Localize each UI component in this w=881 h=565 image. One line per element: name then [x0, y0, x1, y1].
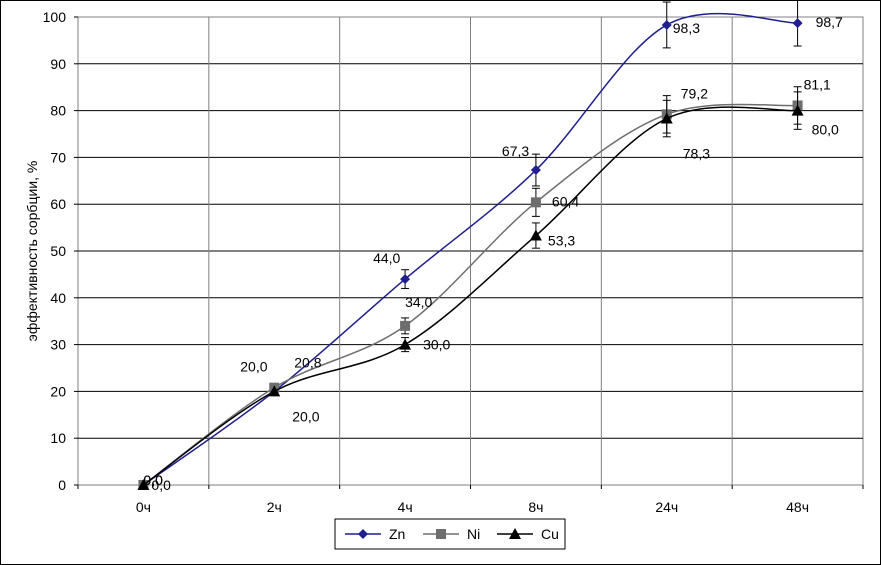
data-label: 60,4 [552, 193, 579, 209]
y-tick-label: 80 [50, 103, 66, 119]
grid-lines [78, 17, 863, 485]
data-label: 98,7 [816, 14, 843, 30]
data-label: 20,0 [240, 358, 267, 374]
data-point [268, 385, 281, 397]
data-point [530, 165, 541, 176]
data-label: 80,0 [812, 122, 839, 138]
data-label: 67,3 [502, 143, 529, 159]
data-point [529, 229, 542, 241]
data-point [660, 112, 673, 124]
data-label: 34,0 [405, 294, 432, 310]
y-tick-label: 90 [50, 56, 66, 72]
legend-marker [509, 528, 521, 539]
data-point [792, 18, 803, 29]
legend-marker [358, 529, 368, 539]
x-tick-label: 48ч [786, 499, 809, 515]
data-label: 0,0 [151, 477, 171, 493]
legend-label: Cu [541, 526, 559, 542]
legend-item-cu: Cu [497, 526, 559, 542]
data-label: 81,1 [804, 76, 831, 92]
data-label: 0,0 [143, 472, 163, 488]
data-point [137, 479, 150, 490]
y-axis-title: эффективность сорбции, % [24, 161, 40, 342]
data-label: 20,8 [294, 355, 321, 371]
data-label: 44,0 [373, 250, 400, 266]
data-label: 53,3 [548, 233, 575, 249]
y-tick-label: 10 [50, 430, 66, 446]
y-tick-label: 30 [50, 337, 66, 353]
data-label: 30,0 [423, 337, 450, 353]
x-tick-label: 2ч [267, 499, 282, 515]
data-point [791, 104, 804, 116]
y-tick-label: 70 [50, 149, 66, 165]
legend-item-zn: Zn [345, 526, 405, 542]
data-point [400, 320, 411, 331]
x-tick-label: 0ч [136, 499, 151, 515]
data-label: 98,3 [673, 20, 700, 36]
data-point [530, 197, 541, 208]
data-point [400, 274, 411, 285]
data-label: 79,2 [681, 85, 708, 101]
y-tick-label: 20 [50, 383, 66, 399]
x-tick-labels: 0ч 2ч 4ч 8ч 24ч 48ч [77, 485, 864, 515]
series-layer: 0,0 20,0 44,0 67,3 98,3 98,7 0,0 20,8 34,0 60,4 79… [137, 0, 843, 493]
y-tick-labels: 0 10 20 30 40 50 60 70 80 90 100 [43, 9, 78, 493]
y-tick-label: 60 [50, 196, 66, 212]
y-tick-label: 0 [58, 477, 66, 493]
x-tick-label: 4ч [398, 499, 413, 515]
y-tick-label: 100 [43, 9, 67, 25]
series-cu: 0,0 20,0 30,0 53,3 78,3 80,0 [137, 91, 839, 493]
series-ni: 0,0 20,8 34,0 60,4 79,2 81,1 [138, 76, 831, 490]
data-point [399, 338, 412, 350]
data-label: 20,0 [292, 408, 319, 424]
legend: Zn Ni Cu [334, 518, 566, 550]
y-tick-label: 40 [50, 290, 66, 306]
legend-marker [436, 529, 446, 539]
series-line [142, 103, 798, 486]
series-line [142, 106, 798, 486]
legend-label: Zn [389, 526, 405, 542]
y-tick-label: 50 [50, 243, 66, 259]
data-point [661, 19, 672, 30]
legend-label: Ni [467, 526, 480, 542]
x-tick-label: 24ч [655, 499, 678, 515]
x-tick-label: 8ч [528, 499, 543, 515]
legend-item-ni: Ni [423, 526, 480, 542]
data-label: 78,3 [683, 146, 710, 162]
